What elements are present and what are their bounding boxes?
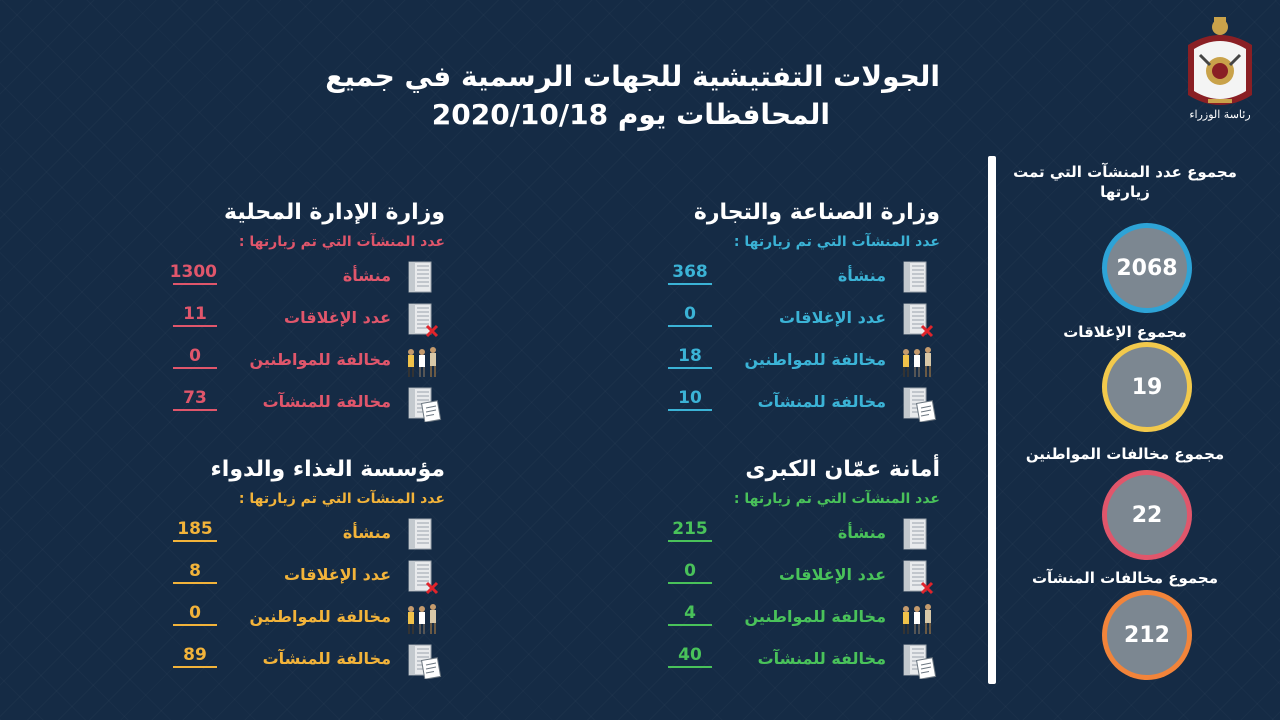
- row-value: 10: [668, 388, 712, 411]
- title-line-2: المحافظات يوم 2020/10/18: [431, 98, 830, 131]
- building-document-icon: [408, 387, 442, 422]
- row-label: مخالفة للمواطنين: [744, 350, 886, 369]
- summary-label-facility-violations: مجموع مخالفات المنشآت: [1031, 569, 1219, 587]
- row-value: 368: [668, 262, 712, 285]
- food-drug-administration-row-citizen-violations: مخالفة للمواطنين 0: [173, 601, 443, 637]
- row-label: منشأة: [837, 266, 886, 285]
- building-closed-icon: [408, 303, 439, 338]
- greater-amman-municipality-row-facilities: منشأة 215: [668, 517, 938, 553]
- building-icon: [408, 261, 432, 293]
- food-drug-administration-row-closures: عدد الإغلاقات 8: [173, 559, 443, 595]
- ministry-local-administration-row-facility-violations: مخالفة للمنشآت 73: [173, 386, 443, 422]
- greater-amman-municipality-row-citizen-violations: مخالفة للمواطنين 4: [668, 601, 938, 637]
- food-drug-administration-row-facilities: منشأة 185: [173, 517, 443, 553]
- row-label: عدد الإغلاقات: [779, 565, 886, 584]
- row-value: 0: [668, 304, 712, 327]
- people-icon: [408, 604, 436, 634]
- greater-amman-municipality-subtitle: عدد المنشآت التي تم زيارتها :: [733, 491, 940, 507]
- row-label: مخالفة للمنشآت: [757, 649, 886, 668]
- ministry-industry-trade-title: وزارة الصناعة والتجارة: [693, 200, 940, 225]
- summary-circle-facility-violations: 212: [1107, 595, 1187, 675]
- coat-of-arms-logo: [1188, 17, 1252, 105]
- row-label: عدد الإغلاقات: [779, 308, 886, 327]
- building-closed-icon: [903, 560, 934, 595]
- ministry-local-administration-header: وزارة الإدارة المحلية عدد المنشآت التي تم…: [165, 198, 445, 252]
- summary-circle-closures: 19: [1107, 347, 1187, 427]
- summary-label-visited: مجموع عدد المنشآت التي تمت زيارتها: [1013, 163, 1237, 201]
- row-value: 0: [668, 561, 712, 584]
- title-line-1: الجولات التفتيشية للجهات الرسمية في جميع: [325, 60, 940, 93]
- ministry-industry-trade-header: وزارة الصناعة والتجارة عدد المنشآت التي ت…: [660, 198, 940, 252]
- row-value: 0: [173, 603, 217, 626]
- row-label: مخالفة للمواطنين: [249, 607, 391, 626]
- row-value: 40: [668, 645, 712, 668]
- row-label: مخالفة للمنشآت: [262, 392, 391, 411]
- ministry-local-administration-row-closures: عدد الإغلاقات 11: [173, 302, 443, 338]
- people-icon: [408, 347, 436, 377]
- ministry-local-administration-subtitle: عدد المنشآت التي تم زيارتها :: [238, 234, 445, 250]
- ministry-industry-trade-row-facility-violations: مخالفة للمنشآت 10: [668, 386, 938, 422]
- row-value: 11: [173, 304, 217, 327]
- ministry-industry-trade-row-citizen-violations: مخالفة للمواطنين 18: [668, 344, 938, 380]
- row-value: 4: [668, 603, 712, 626]
- greater-amman-municipality-row-facility-violations: مخالفة للمنشآت 40: [668, 643, 938, 679]
- row-label: مخالفة للمواطنين: [249, 350, 391, 369]
- building-document-icon: [903, 644, 937, 679]
- ministry-industry-trade-row-closures: عدد الإغلاقات 0: [668, 302, 938, 338]
- greater-amman-municipality-row-closures: عدد الإغلاقات 0: [668, 559, 938, 595]
- greater-amman-municipality-header: أمانة عمّان الكبرى عدد المنشآت التي تم زي…: [660, 455, 940, 509]
- row-label: مخالفة للمنشآت: [262, 649, 391, 668]
- row-value: 8: [173, 561, 217, 584]
- ministry-industry-trade-row-facilities: منشأة 368: [668, 260, 938, 296]
- food-drug-administration-row-facility-violations: مخالفة للمنشآت 89: [173, 643, 443, 679]
- summary-circle-visited: 2068: [1107, 228, 1187, 308]
- row-label: منشأة: [342, 523, 391, 542]
- row-value: 215: [668, 519, 712, 542]
- summary-divider: [988, 156, 996, 684]
- emblem-caption: رئاسة الوزراء: [1189, 108, 1251, 121]
- summary-label-closures: مجموع الإغلاقات: [1063, 323, 1187, 341]
- row-label: مخالفة للمواطنين: [744, 607, 886, 626]
- food-drug-administration-title: مؤسسة الغذاء والدواء: [210, 457, 445, 482]
- row-value: 73: [173, 388, 217, 411]
- building-icon: [408, 518, 432, 550]
- building-document-icon: [903, 387, 937, 422]
- ministry-industry-trade-subtitle: عدد المنشآت التي تم زيارتها :: [733, 234, 940, 250]
- people-icon: [903, 604, 931, 634]
- row-value: 89: [173, 645, 217, 668]
- ministry-local-administration-row-citizen-violations: مخالفة للمواطنين 0: [173, 344, 443, 380]
- row-value: 1300: [170, 262, 217, 285]
- building-document-icon: [408, 644, 442, 679]
- row-label: عدد الإغلاقات: [284, 308, 391, 327]
- row-value: 0: [173, 346, 217, 369]
- food-drug-administration-subtitle: عدد المنشآت التي تم زيارتها :: [238, 491, 445, 507]
- row-label: عدد الإغلاقات: [284, 565, 391, 584]
- building-closed-icon: [408, 560, 439, 595]
- row-label: منشأة: [342, 266, 391, 285]
- people-icon: [903, 347, 931, 377]
- building-closed-icon: [903, 303, 934, 338]
- ministry-local-administration-row-facilities: منشأة 1300: [170, 260, 443, 296]
- row-value: 185: [173, 519, 217, 542]
- greater-amman-municipality-title: أمانة عمّان الكبرى: [745, 457, 940, 482]
- building-icon: [903, 261, 927, 293]
- building-icon: [903, 518, 927, 550]
- summary-label-citizen-violations: مجموع مخالفات المواطنين: [1025, 445, 1225, 463]
- ministry-local-administration-title: وزارة الإدارة المحلية: [224, 200, 445, 225]
- row-label: منشأة: [837, 523, 886, 542]
- row-value: 18: [668, 346, 712, 369]
- summary-circle-citizen-violations: 22: [1107, 475, 1187, 555]
- page-title: الجولات التفتيشية للجهات الرسمية في جميع…: [300, 58, 940, 134]
- food-drug-administration-header: مؤسسة الغذاء والدواء عدد المنشآت التي تم …: [165, 455, 445, 509]
- row-label: مخالفة للمنشآت: [757, 392, 886, 411]
